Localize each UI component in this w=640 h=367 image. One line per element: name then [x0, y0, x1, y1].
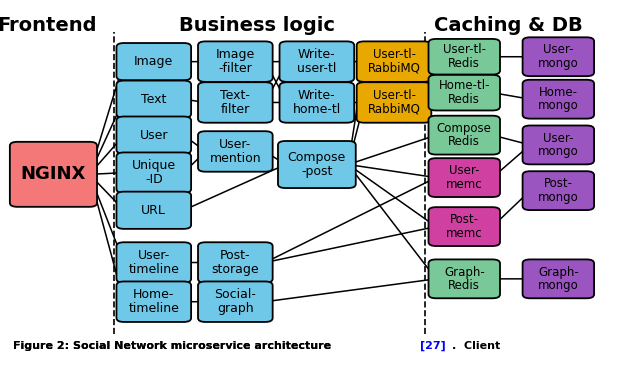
Text: Unique
-ID: Unique -ID — [132, 159, 176, 186]
Text: Figure 2: Social Network microservice architecture: Figure 2: Social Network microservice ar… — [13, 341, 335, 351]
FancyBboxPatch shape — [429, 39, 500, 75]
Text: Graph-
Redis: Graph- Redis — [444, 266, 484, 292]
FancyBboxPatch shape — [116, 281, 191, 322]
Text: URL: URL — [141, 204, 166, 217]
Text: Image
-filter: Image -filter — [216, 48, 255, 75]
Text: User-
timeline: User- timeline — [129, 249, 179, 276]
FancyBboxPatch shape — [429, 158, 500, 197]
Text: Caching & DB: Caching & DB — [434, 16, 582, 35]
Text: Write-
user-tl: Write- user-tl — [297, 48, 337, 75]
Text: Social-
graph: Social- graph — [214, 288, 256, 315]
Text: Figure 2: Social Network microservice architecture: Figure 2: Social Network microservice ar… — [13, 341, 335, 351]
Text: User-tl-
Redis: User-tl- Redis — [443, 43, 486, 70]
Text: User-
mongo: User- mongo — [538, 43, 579, 70]
FancyBboxPatch shape — [116, 81, 191, 118]
FancyBboxPatch shape — [356, 41, 431, 82]
FancyBboxPatch shape — [198, 281, 273, 322]
Text: User-
mongo: User- mongo — [538, 132, 579, 158]
Text: Image: Image — [134, 55, 173, 68]
FancyBboxPatch shape — [198, 82, 273, 123]
FancyBboxPatch shape — [116, 43, 191, 80]
Text: Write-
home-tl: Write- home-tl — [292, 89, 341, 116]
FancyBboxPatch shape — [523, 259, 594, 298]
FancyBboxPatch shape — [523, 126, 594, 164]
Text: User-tl-
RabbiMQ: User-tl- RabbiMQ — [367, 89, 420, 116]
FancyBboxPatch shape — [116, 116, 191, 154]
Text: Text-
filter: Text- filter — [220, 89, 250, 116]
Text: NGINX: NGINX — [20, 165, 86, 184]
Text: Compose
-post: Compose -post — [288, 151, 346, 178]
FancyBboxPatch shape — [523, 37, 594, 76]
Text: User: User — [140, 128, 168, 142]
Text: .  Client: . Client — [452, 341, 500, 351]
FancyBboxPatch shape — [429, 207, 500, 246]
Text: User-
mention: User- mention — [209, 138, 261, 165]
Text: User-
memc: User- memc — [446, 164, 483, 191]
FancyBboxPatch shape — [280, 41, 354, 82]
Text: Frontend: Frontend — [0, 16, 97, 35]
Text: User-tl-
RabbiMQ: User-tl- RabbiMQ — [367, 48, 420, 75]
Text: Compose
Redis: Compose Redis — [437, 122, 492, 148]
Text: Post-
mongo: Post- mongo — [538, 177, 579, 204]
Text: [27]: [27] — [420, 341, 445, 351]
Text: Text: Text — [141, 93, 166, 106]
FancyBboxPatch shape — [280, 82, 354, 123]
FancyBboxPatch shape — [198, 242, 273, 283]
Text: Post-
memc: Post- memc — [446, 213, 483, 240]
FancyBboxPatch shape — [198, 131, 273, 172]
FancyBboxPatch shape — [116, 152, 191, 193]
FancyBboxPatch shape — [278, 141, 356, 188]
FancyBboxPatch shape — [429, 116, 500, 155]
Text: Post-
storage: Post- storage — [211, 249, 259, 276]
FancyBboxPatch shape — [356, 82, 431, 123]
FancyBboxPatch shape — [198, 41, 273, 82]
FancyBboxPatch shape — [523, 80, 594, 119]
FancyBboxPatch shape — [116, 192, 191, 229]
FancyBboxPatch shape — [116, 242, 191, 283]
FancyBboxPatch shape — [429, 259, 500, 298]
FancyBboxPatch shape — [523, 171, 594, 210]
Text: Home-tl-
Redis: Home-tl- Redis — [438, 79, 490, 106]
FancyBboxPatch shape — [10, 142, 97, 207]
Text: Home-
mongo: Home- mongo — [538, 86, 579, 112]
FancyBboxPatch shape — [429, 75, 500, 110]
Text: Home-
timeline: Home- timeline — [129, 288, 179, 315]
Text: Business logic: Business logic — [179, 16, 335, 35]
Text: Graph-
mongo: Graph- mongo — [538, 266, 579, 292]
